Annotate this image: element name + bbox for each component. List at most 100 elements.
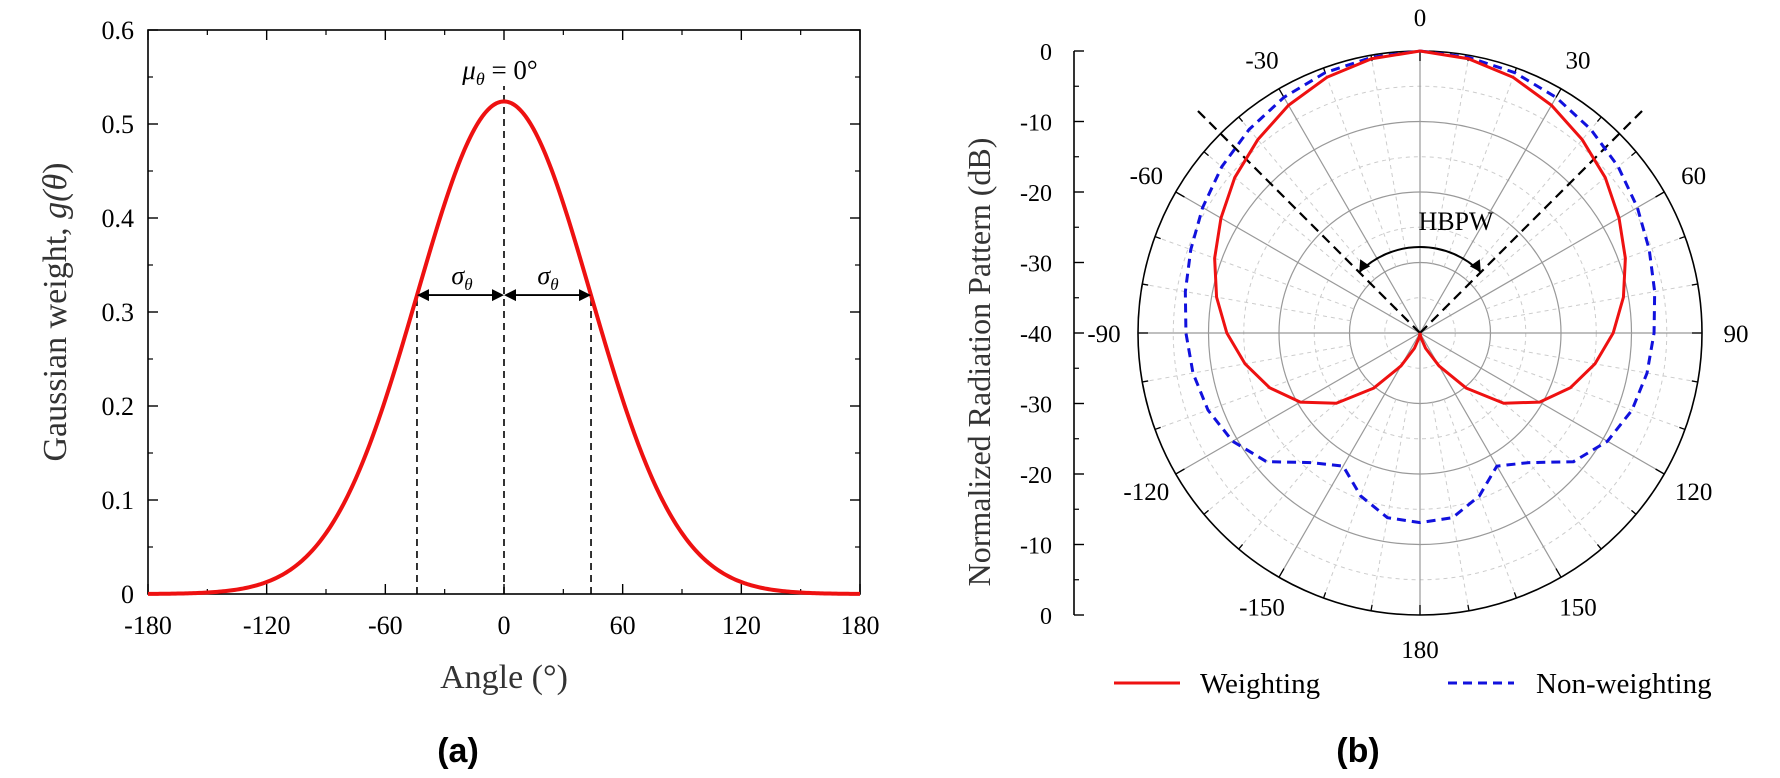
minor-spoke bbox=[1154, 356, 1354, 430]
major-spoke bbox=[1419, 332, 1562, 578]
hbpw-arc bbox=[1358, 246, 1482, 273]
polar-grid bbox=[1137, 50, 1703, 616]
angle-label: 180 bbox=[1401, 637, 1439, 664]
gaussian-x-axis-label: Angle (°) bbox=[440, 659, 568, 696]
radial-tick-label: -30 bbox=[1020, 252, 1052, 278]
non-weighting-curve bbox=[1183, 49, 1657, 525]
radial-tick-label: -10 bbox=[1020, 111, 1052, 137]
major-spoke bbox=[1278, 332, 1421, 578]
x-tick-label: -60 bbox=[368, 611, 403, 640]
radial-tick-label: -30 bbox=[1020, 393, 1052, 419]
gaussian-guide-lines bbox=[416, 86, 592, 594]
angle-label: -60 bbox=[1130, 163, 1163, 190]
outer-tick bbox=[1142, 283, 1149, 286]
x-tick-label: 180 bbox=[841, 611, 880, 640]
angle-label: -30 bbox=[1245, 47, 1278, 74]
minor-spoke bbox=[1203, 151, 1367, 289]
outer-tick bbox=[1679, 426, 1686, 431]
outer-tick bbox=[1278, 568, 1285, 578]
x-tick-label: 0 bbox=[498, 611, 511, 640]
angle-labels: 0 30 60 90 120 150 180 -150 -120 -90 -60 -30 bbox=[1087, 5, 1748, 664]
angle-label: 90 bbox=[1724, 321, 1749, 348]
minor-spoke bbox=[1370, 402, 1409, 611]
sigma-label-right: σθ bbox=[537, 261, 558, 294]
outer-tick bbox=[1679, 235, 1686, 240]
minor-spoke bbox=[1323, 67, 1397, 267]
angle-label: -150 bbox=[1239, 595, 1285, 622]
outer-tick bbox=[1370, 604, 1373, 611]
angle-label: -90 bbox=[1087, 321, 1120, 348]
outer-tick bbox=[1631, 509, 1637, 515]
radial-tick-label: -40 bbox=[1020, 322, 1052, 348]
minor-spoke bbox=[1431, 55, 1470, 264]
major-spoke bbox=[1278, 88, 1421, 334]
weighting-curve bbox=[1213, 49, 1627, 405]
y-tick-label: 0.2 bbox=[102, 392, 135, 421]
minor-spoke bbox=[1323, 399, 1397, 599]
mean-label: μθ = 0° bbox=[461, 55, 537, 89]
angle-label: 60 bbox=[1681, 163, 1706, 190]
gaussian-y-axis-label: Gaussian weight, g(θ) bbox=[37, 162, 74, 461]
radial-tick-label: -20 bbox=[1020, 181, 1052, 207]
gaussian-chart: 0 0.1 0.2 0.3 0.4 0.5 0.6 -180 -120 -60 0 60 120 180… bbox=[37, 16, 880, 770]
minor-spoke bbox=[1473, 151, 1637, 289]
gaussian-curve bbox=[147, 99, 861, 596]
radial-tick-label: -20 bbox=[1020, 463, 1052, 489]
angle-label: 120 bbox=[1675, 479, 1713, 506]
outer-tick bbox=[1175, 468, 1185, 475]
outer-tick bbox=[1154, 426, 1161, 431]
y-tick-label: 0.6 bbox=[102, 16, 135, 45]
major-spoke bbox=[1175, 191, 1421, 334]
angle-label: -120 bbox=[1123, 479, 1169, 506]
panel-b-label: (b) bbox=[1336, 732, 1379, 770]
major-spoke bbox=[1419, 88, 1562, 334]
x-tick-label: 60 bbox=[610, 611, 636, 640]
minor-spoke bbox=[1431, 402, 1470, 611]
y-tick-label: 0.4 bbox=[102, 204, 135, 233]
sigma-arrow-left-head-left bbox=[416, 289, 429, 302]
minor-spoke bbox=[1443, 399, 1517, 599]
x-tick-label: -180 bbox=[124, 611, 172, 640]
minor-spoke bbox=[1443, 67, 1517, 267]
legend-non-weighting-label: Non-weighting bbox=[1536, 668, 1712, 700]
outer-tick bbox=[1691, 283, 1698, 286]
y-tick-label: 0.5 bbox=[102, 110, 135, 139]
minor-spoke bbox=[1154, 236, 1354, 310]
y-tick-label: 0 bbox=[121, 580, 134, 609]
x-tick-label: -120 bbox=[243, 611, 291, 640]
major-spoke bbox=[1419, 332, 1665, 475]
minor-spoke bbox=[1486, 236, 1686, 310]
minor-spoke bbox=[1238, 386, 1376, 550]
outer-tick bbox=[1278, 88, 1285, 98]
radial-tick-label: -10 bbox=[1020, 534, 1052, 560]
minor-spoke bbox=[1464, 386, 1602, 550]
minor-spoke bbox=[1370, 55, 1409, 264]
outer-tick bbox=[1238, 544, 1244, 550]
sigma-arrow-right-head-left bbox=[504, 289, 516, 302]
hbpw-arrowhead-right bbox=[1469, 259, 1481, 273]
y-tick-label: 0.3 bbox=[102, 298, 135, 327]
minor-spoke bbox=[1489, 283, 1698, 322]
legend-weighting-label: Weighting bbox=[1200, 668, 1320, 700]
hbpw-line bbox=[1419, 108, 1645, 334]
hbpw-arrowhead-left bbox=[1359, 259, 1371, 273]
hbpw-label: HBPW bbox=[1418, 207, 1494, 236]
radial-tick-label: 0 bbox=[1040, 40, 1052, 66]
outer-tick bbox=[1467, 604, 1470, 611]
outer-tick bbox=[1238, 116, 1244, 122]
outer-tick bbox=[1203, 509, 1209, 515]
major-spoke bbox=[1175, 332, 1421, 475]
outer-tick bbox=[1555, 568, 1562, 578]
outer-tick bbox=[1596, 544, 1602, 550]
legend: Weighting Non-weighting bbox=[1114, 668, 1712, 700]
outer-tick bbox=[1154, 235, 1161, 240]
sigma-arrow-right-head-right bbox=[579, 289, 592, 302]
y-tick-label: 0.1 bbox=[102, 486, 135, 515]
radial-axis: 0 -10 -20 -30 -40 -30 -20 -10 0 bbox=[1020, 40, 1084, 630]
outer-tick bbox=[1631, 151, 1637, 157]
hbpw-markers bbox=[1195, 108, 1645, 334]
outer-tick bbox=[1555, 88, 1562, 98]
minor-spoke bbox=[1464, 116, 1602, 280]
x-tick-label: 120 bbox=[722, 611, 761, 640]
